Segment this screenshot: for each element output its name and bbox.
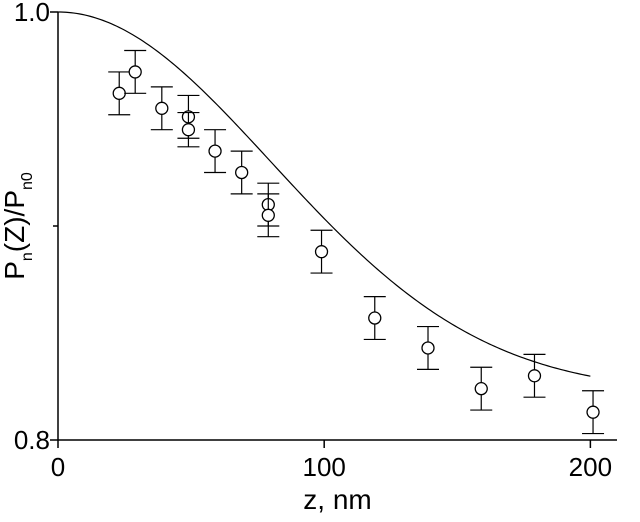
data-point xyxy=(310,229,333,274)
data-point xyxy=(257,193,280,238)
data-point xyxy=(204,129,227,174)
marker-circle xyxy=(474,381,488,396)
y-axis-label-subscript: n xyxy=(19,252,36,261)
axes: 0 100 200 0.8 1.0 xyxy=(14,0,617,482)
data-point xyxy=(177,111,200,148)
marker-circle xyxy=(181,123,196,137)
y-axis-label-part: (Z)/P xyxy=(0,190,30,252)
labels-layer: z, nm Pn(Z)/Pn0 xyxy=(0,172,372,515)
y-tick-label: 0.8 xyxy=(14,425,50,455)
marker-circle xyxy=(527,369,542,383)
marker-circle xyxy=(421,341,435,355)
data-point xyxy=(150,86,173,131)
fit-curve xyxy=(57,11,591,377)
marker-circle xyxy=(261,208,275,222)
marker-circle xyxy=(314,245,329,259)
x-tick-label: 200 xyxy=(569,452,612,482)
data-point xyxy=(108,71,131,116)
marker-circle xyxy=(586,405,600,419)
y-tick-label: 1.0 xyxy=(14,0,50,27)
x-tick-label: 100 xyxy=(302,452,345,482)
fit-curve-layer xyxy=(57,11,591,377)
marker-circle xyxy=(235,165,249,180)
data-point xyxy=(470,366,493,411)
x-tick-label: 0 xyxy=(51,452,65,482)
y-axis-label-subscript: n0 xyxy=(19,172,36,190)
y-axis-label-part: P xyxy=(0,261,30,280)
marker-circle xyxy=(208,144,222,158)
data-point xyxy=(363,296,386,341)
x-axis-label: z, nm xyxy=(303,484,371,515)
marker-circle xyxy=(155,101,169,115)
y-axis-label: Pn(Z)/Pn0 xyxy=(0,172,36,280)
data-point xyxy=(230,150,253,195)
data-points-layer xyxy=(108,49,605,435)
data-point xyxy=(582,390,605,435)
data-point xyxy=(417,325,440,370)
data-point xyxy=(124,49,147,94)
data-point xyxy=(523,353,546,398)
marker-circle xyxy=(368,311,382,325)
marker-circle xyxy=(128,65,142,79)
marker-circle xyxy=(112,86,126,100)
